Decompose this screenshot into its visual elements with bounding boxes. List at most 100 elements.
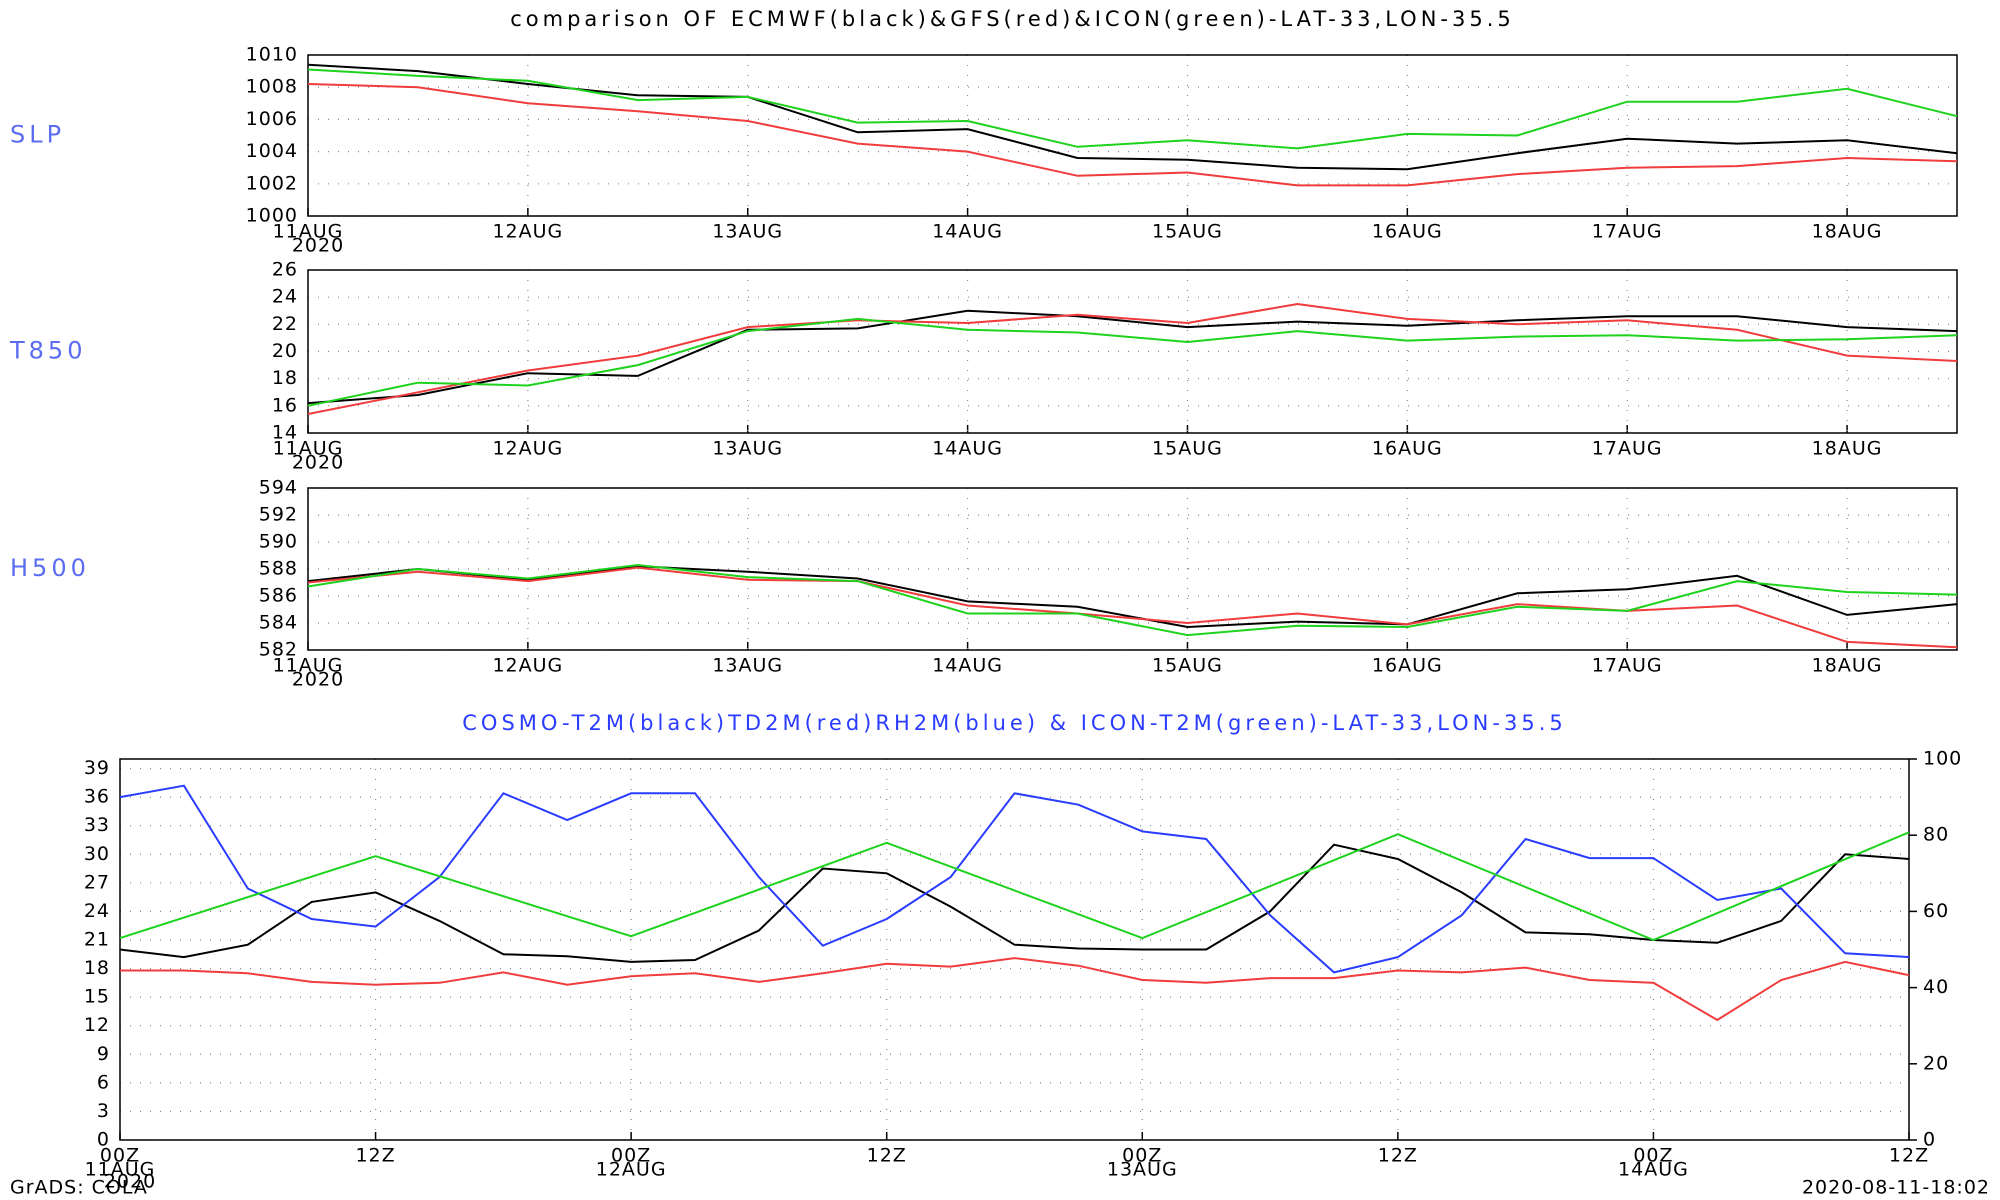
series-line: [307, 566, 1958, 649]
y-tick-label: 1010: [246, 44, 298, 66]
y-tick-label: 590: [259, 531, 298, 553]
y-tick-label: 1008: [246, 76, 298, 98]
x-tick-label: 12Z: [1378, 1145, 1418, 1167]
x-tick-label: 12AUG: [492, 221, 563, 243]
y-tick-label: 1000: [246, 205, 298, 227]
x-tick-label: 18AUG: [1812, 221, 1883, 243]
x-tick-label: 12Z: [355, 1145, 395, 1167]
x-date-label: 11AUG: [85, 1159, 156, 1181]
y2-tick-label: 20: [1923, 1052, 1949, 1074]
x-tick-label: 11AUG: [273, 221, 344, 243]
x-tick-label: 11AUG: [273, 655, 344, 677]
footer-left: GrADS: COLA: [10, 1177, 148, 1199]
y-tick-label: 1006: [246, 108, 298, 130]
x-tick-label: 13AUG: [712, 438, 783, 460]
x-date-label: 14AUG: [1618, 1159, 1689, 1181]
x-tick-label: 14AUG: [932, 655, 1003, 677]
plot-frame: [307, 54, 1958, 217]
y-tick-label: 6: [97, 1071, 110, 1093]
x-tick-label: 18AUG: [1812, 655, 1883, 677]
y-axis-label: T850: [9, 337, 86, 365]
y-axis-label: SLP: [10, 121, 65, 149]
y2-tick-label: 0: [1923, 1129, 1936, 1151]
y-tick-label: 20: [272, 340, 298, 362]
y-tick-label: 21: [84, 928, 110, 950]
x-tick-label: 15AUG: [1152, 438, 1223, 460]
x-date-label: 12AUG: [596, 1159, 667, 1181]
series-line: [307, 83, 1958, 187]
x-year-label: 2020: [292, 235, 344, 257]
x-tick-label: 17AUG: [1592, 655, 1663, 677]
series-line: [307, 302, 1958, 415]
chart-title: COSMO-T2M(black)TD2M(red)RH2M(blue) & IC…: [462, 711, 1566, 735]
series-line: [307, 68, 1958, 150]
x-tick-label: 13AUG: [712, 221, 783, 243]
y-tick-label: 582: [259, 639, 298, 661]
y-tick-label: 12: [84, 1014, 110, 1036]
y2-tick-label: 60: [1923, 900, 1949, 922]
x-tick-label: 11AUG: [273, 438, 344, 460]
x-tick-label: 17AUG: [1592, 221, 1663, 243]
chart-title: comparison OF ECMWF(black)&GFS(red)&ICON…: [510, 7, 1515, 31]
y-tick-label: 24: [272, 286, 298, 308]
y-tick-label: 22: [272, 313, 298, 335]
y-tick-label: 30: [84, 843, 110, 865]
y-tick-label: 33: [84, 814, 110, 836]
x-tick-label: 16AUG: [1372, 655, 1443, 677]
y-tick-label: 586: [259, 585, 298, 607]
y-tick-label: 16: [272, 394, 298, 416]
y-tick-label: 0: [97, 1129, 110, 1151]
y-tick-label: 15: [84, 986, 110, 1008]
y-tick-label: 584: [259, 612, 298, 634]
x-tick-label: 12Z: [867, 1145, 907, 1167]
y-tick-label: 24: [84, 900, 110, 922]
y2-tick-label: 80: [1923, 824, 1949, 846]
x-tick-label: 00Z: [611, 1145, 651, 1167]
y-tick-label: 18: [84, 957, 110, 979]
series-line: [120, 957, 1910, 1022]
x-tick-label: 00Z: [100, 1145, 140, 1167]
series-line: [307, 63, 1958, 171]
y-tick-label: 592: [259, 504, 298, 526]
x-tick-label: 12AUG: [492, 655, 563, 677]
y-tick-label: 588: [259, 558, 298, 580]
x-year-label: 2020: [104, 1171, 156, 1193]
y-tick-label: 27: [84, 871, 110, 893]
y-tick-label: 26: [272, 259, 298, 281]
x-tick-label: 18AUG: [1812, 438, 1883, 460]
y-tick-label: 39: [84, 757, 110, 779]
series-line: [307, 317, 1958, 407]
x-tick-label: 14AUG: [932, 438, 1003, 460]
x-tick-label: 12AUG: [492, 438, 563, 460]
series-line: [307, 565, 1958, 629]
footer-right: 2020-08-11-18:02: [1802, 1177, 1990, 1199]
x-tick-label: 15AUG: [1152, 221, 1223, 243]
plot-frame: [307, 269, 1958, 434]
x-tick-label: 16AUG: [1372, 438, 1443, 460]
x-tick-label: 12Z: [1889, 1145, 1929, 1167]
x-tick-label: 00Z: [1122, 1145, 1162, 1167]
y-tick-label: 594: [259, 477, 298, 499]
x-year-label: 2020: [292, 669, 344, 691]
x-tick-label: 17AUG: [1592, 438, 1663, 460]
series-line: [119, 831, 1910, 942]
x-date-label: 13AUG: [1107, 1159, 1178, 1181]
series-line: [119, 843, 1910, 963]
y-tick-label: 14: [272, 422, 298, 444]
y-tick-label: 3: [97, 1100, 110, 1122]
y2-tick-label: 100: [1923, 748, 1962, 770]
x-tick-label: 13AUG: [712, 655, 783, 677]
x-tick-label: 15AUG: [1152, 655, 1223, 677]
series-line: [307, 563, 1958, 637]
x-tick-label: 00Z: [1633, 1145, 1673, 1167]
plot-frame: [307, 487, 1958, 651]
series-line: [307, 309, 1958, 405]
x-year-label: 2020: [292, 452, 344, 474]
y-tick-label: 18: [272, 367, 298, 389]
y-tick-label: 36: [84, 786, 110, 808]
y-tick-label: 9: [97, 1043, 110, 1065]
y2-tick-label: 40: [1923, 976, 1949, 998]
y-tick-label: 1004: [246, 140, 298, 162]
y-tick-label: 1002: [246, 172, 298, 194]
